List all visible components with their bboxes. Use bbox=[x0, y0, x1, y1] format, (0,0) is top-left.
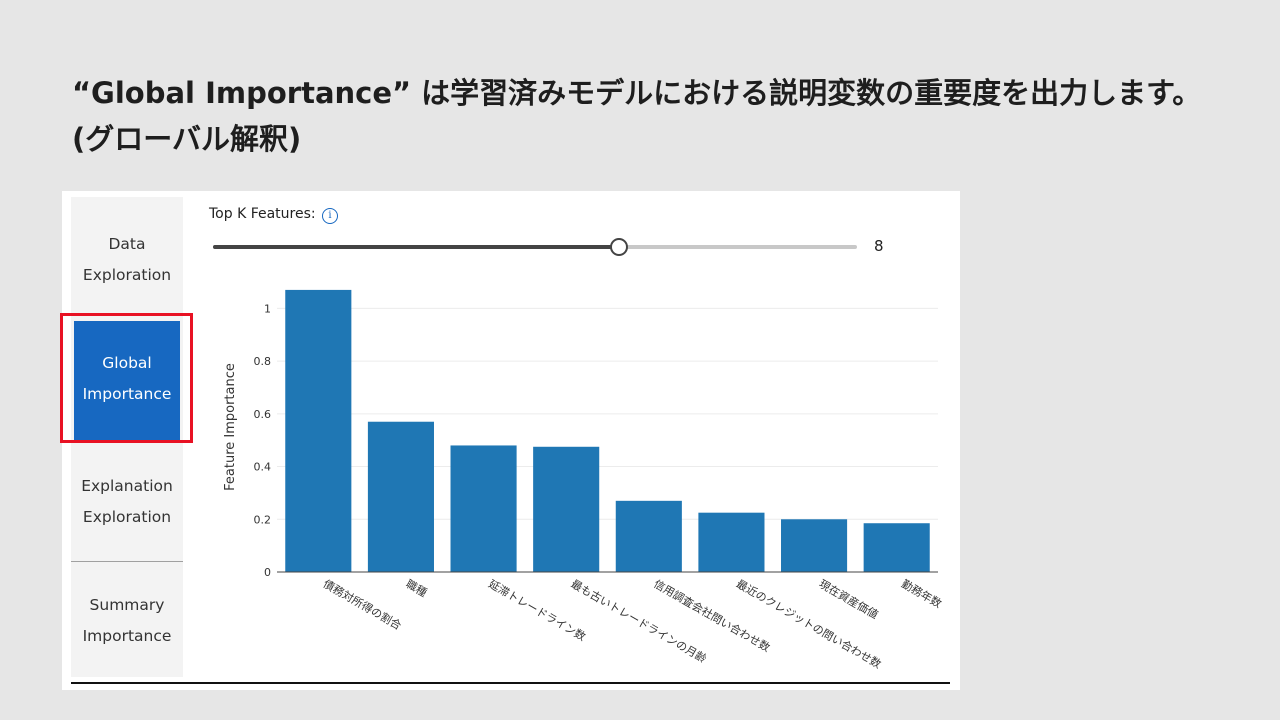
topk-slider[interactable] bbox=[213, 238, 857, 256]
bar bbox=[863, 523, 930, 572]
sidebar-item-label: Exploration bbox=[82, 508, 172, 526]
sidebar-item-label: Importance bbox=[82, 627, 172, 645]
info-icon[interactable]: i bbox=[322, 208, 338, 224]
slider-value: 8 bbox=[874, 237, 884, 255]
sidebar-item-label: Explanation bbox=[81, 477, 173, 495]
bar bbox=[698, 512, 765, 572]
sidebar-nav: Data Exploration Global Importance Expla… bbox=[71, 197, 183, 677]
x-tick-label: 現在資産価値 bbox=[817, 577, 881, 621]
y-axis-label: Feature Importance bbox=[223, 363, 238, 491]
slide-title-line1: “Global Importance” は学習済みモデルにおける説明変数の重要度… bbox=[72, 76, 1202, 110]
y-tick-label: 0.6 bbox=[254, 408, 272, 421]
bar bbox=[533, 446, 600, 572]
sidebar-item-label: Summary bbox=[89, 596, 165, 614]
sidebar-item-global-importance[interactable]: Global Importance bbox=[74, 321, 180, 441]
x-tick-label: 勤務年数 bbox=[899, 576, 944, 610]
bar bbox=[285, 289, 352, 572]
x-tick-label: 最近のクレジットの問い合わせ数 bbox=[734, 576, 884, 671]
slider-fill bbox=[213, 245, 619, 249]
sidebar-item-data-exploration[interactable]: Data Exploration bbox=[71, 229, 183, 291]
x-tick-label: 債務対所得の割合 bbox=[321, 576, 404, 632]
y-tick-label: 0.4 bbox=[254, 461, 272, 474]
bar bbox=[367, 421, 434, 572]
slider-thumb[interactable] bbox=[609, 238, 628, 256]
bar bbox=[615, 500, 682, 572]
slide-title: “Global Importance” は学習済みモデルにおける説明変数の重要度… bbox=[72, 70, 1252, 162]
sidebar-item-label: Importance bbox=[82, 385, 172, 403]
sidebar-divider bbox=[71, 561, 183, 562]
highlight-box bbox=[60, 313, 193, 443]
slide-title-line2: (グローバル解釈) bbox=[72, 122, 302, 156]
sidebar-item-label: Global bbox=[102, 354, 152, 372]
x-tick-label: 職種 bbox=[403, 576, 429, 599]
x-tick-label: 最も古いトレードラインの月齢 bbox=[569, 576, 709, 665]
sidebar-item-explanation-exploration[interactable]: Explanation Exploration bbox=[71, 471, 183, 533]
sidebar-item-summary-importance[interactable]: Summary Importance bbox=[71, 590, 183, 652]
bar bbox=[781, 519, 848, 572]
sidebar-item-label: Data bbox=[108, 235, 146, 253]
y-tick-label: 1 bbox=[264, 302, 271, 315]
bar bbox=[450, 445, 517, 572]
y-tick-label: 0.2 bbox=[254, 513, 272, 526]
sidebar-item-label: Exploration bbox=[82, 266, 172, 284]
bottom-rule bbox=[71, 682, 950, 684]
y-tick-label: 0.8 bbox=[254, 355, 272, 368]
topk-label: Top K Features: bbox=[209, 206, 316, 222]
dashboard-panel: Data Exploration Global Importance Expla… bbox=[62, 191, 960, 690]
y-tick-label: 0 bbox=[264, 566, 271, 579]
